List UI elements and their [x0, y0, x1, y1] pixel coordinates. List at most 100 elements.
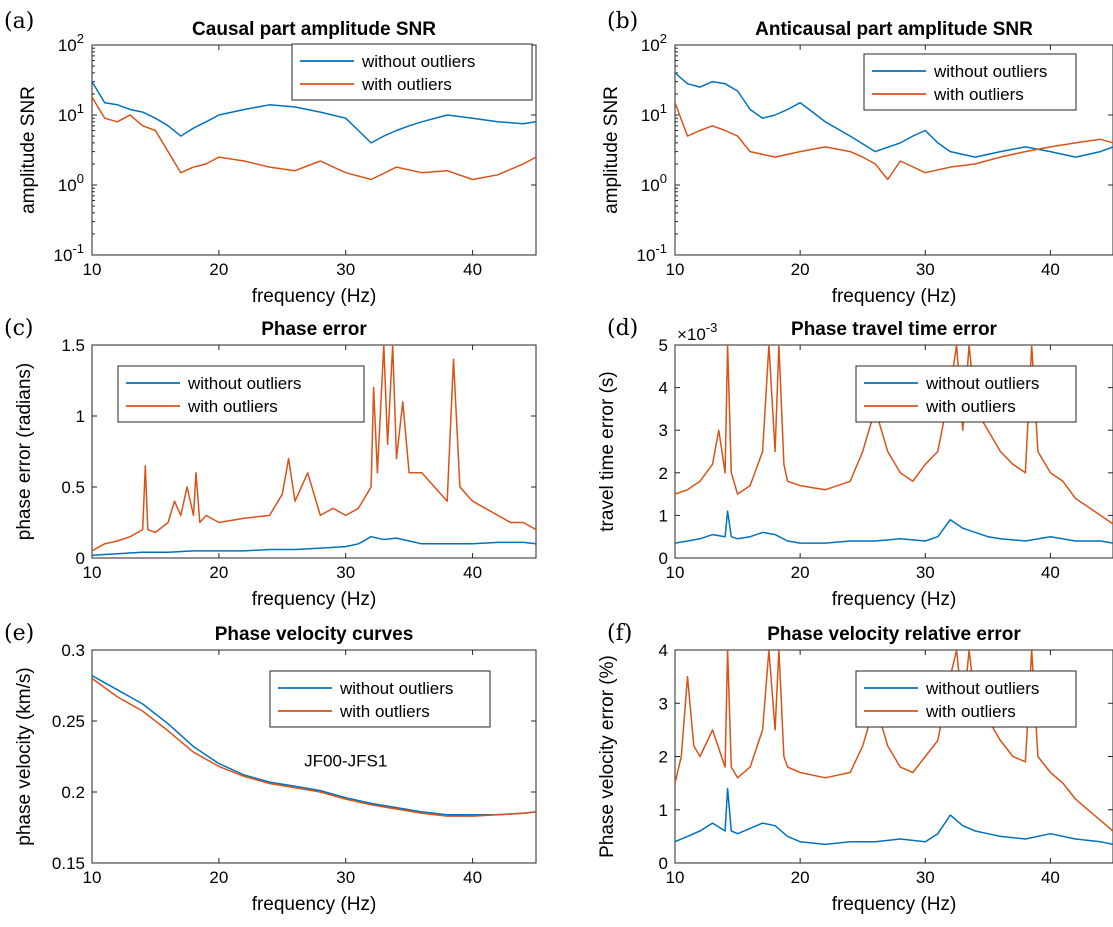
panel-label: (c)	[4, 316, 34, 341]
series-line-without-outliers	[92, 674, 536, 816]
y-tick-label: 100	[641, 171, 667, 195]
legend-box	[269, 670, 491, 728]
x-tick-label: 20	[791, 868, 810, 887]
y-axis-label: amplitude SNR	[18, 86, 39, 214]
annotation-text: JF00-JFS1	[304, 751, 387, 770]
legend-label: without outliers	[339, 679, 453, 698]
panel-d: 10 20 30 40 0 1 2 3 4 5 Phase travel time error fre…	[597, 316, 1113, 610]
legend-label: without outliers	[361, 52, 475, 71]
legend-label: without outliers	[925, 679, 1039, 698]
axis-multiplier: ×10-3	[677, 320, 717, 344]
x-tick-label: 20	[791, 563, 810, 582]
y-tick-label: 0	[659, 854, 668, 873]
x-tick-label: 30	[916, 260, 935, 279]
y-tick-label: 3	[659, 421, 668, 440]
x-tick-label: 30	[336, 868, 355, 887]
y-axis-label: amplitude SNR	[601, 86, 622, 214]
y-tick-label: 0.2	[61, 783, 85, 802]
series-line-with-outliers	[675, 345, 1113, 525]
series-line-with-outliers	[92, 96, 536, 181]
plot-area	[674, 44, 1113, 256]
chart-title: Phase error	[261, 319, 367, 340]
y-axis-label: phase error (radians)	[14, 363, 35, 540]
chart-title: Anticausal part amplitude SNR	[755, 19, 1033, 40]
plot-area	[91, 344, 537, 559]
y-tick-label: 2	[659, 748, 668, 767]
y-tick-label: 100	[58, 171, 84, 195]
chart-title: Causal part amplitude SNR	[192, 19, 436, 40]
legend: without outliers with outliers	[269, 670, 491, 728]
y-tick-label: 0.25	[52, 712, 85, 731]
x-axis-label: frequency (Hz)	[252, 894, 377, 915]
y-tick-label: 0.5	[61, 478, 85, 497]
legend-box	[291, 43, 533, 101]
y-tick-label: 4	[659, 379, 668, 398]
x-tick-label: 40	[463, 260, 482, 279]
legend-label: with outliers	[925, 397, 1016, 416]
y-tick-label: 2	[659, 464, 668, 483]
legend-box	[863, 53, 1077, 111]
legend: without outliers with outliers	[855, 670, 1077, 728]
series-line-without-outliers	[675, 510, 1113, 544]
legend: without outliers with outliers	[291, 43, 533, 101]
legend-label: without outliers	[187, 374, 301, 393]
panel-label: (f)	[607, 621, 632, 646]
chart-title: Phase velocity curves	[215, 624, 414, 645]
legend-label: with outliers	[187, 397, 278, 416]
series-line-with-outliers	[92, 345, 536, 552]
y-tick-label: 101	[58, 101, 84, 125]
series-line-without-outliers	[675, 787, 1113, 846]
series-line-without-outliers	[92, 535, 536, 556]
legend-box	[117, 365, 365, 423]
panel-label: (b)	[607, 9, 638, 34]
y-axis-label: Phase velocity error (%)	[597, 655, 618, 858]
x-tick-label: 10	[666, 563, 685, 582]
y-tick-label: 3	[659, 694, 668, 713]
y-axis-label: travel time error (s)	[597, 371, 618, 531]
x-tick-label: 30	[336, 260, 355, 279]
x-axis-label: frequency (Hz)	[832, 286, 957, 307]
series-line-without-outliers	[92, 81, 536, 144]
x-tick-label: 20	[791, 260, 810, 279]
y-axis-label: phase velocity (km/s)	[14, 667, 35, 845]
x-tick-label: 40	[463, 868, 482, 887]
legend: without outliers with outliers	[117, 365, 365, 423]
panel-label: (a)	[4, 9, 34, 34]
y-tick-label: 1.5	[61, 336, 85, 355]
y-tick-label: 10-1	[54, 241, 84, 265]
legend-label: with outliers	[361, 75, 452, 94]
panel-c: 10 20 30 40 0 0.5 1 1.5 Phase error frequency (Hz…	[4, 316, 537, 610]
panel-a: 10 20 30 40 10-1 100 101 102 Causal part amplitu…	[4, 9, 537, 307]
legend-label: with outliers	[933, 85, 1024, 104]
x-tick-label: 10	[666, 260, 685, 279]
legend: without outliers with outliers	[855, 365, 1077, 423]
legend-label: with outliers	[339, 702, 430, 721]
x-tick-label: 10	[83, 260, 102, 279]
y-tick-label: 1	[76, 407, 85, 426]
panel-label: (d)	[607, 316, 638, 341]
x-tick-label: 20	[209, 868, 228, 887]
x-axis-label: frequency (Hz)	[832, 589, 957, 610]
y-tick-label: 102	[641, 31, 667, 55]
plot-area	[91, 649, 537, 864]
y-tick-label: 1	[659, 801, 668, 820]
x-tick-label: 10	[666, 868, 685, 887]
x-axis-label: frequency (Hz)	[252, 589, 377, 610]
x-tick-label: 20	[209, 260, 228, 279]
y-tick-label: 5	[659, 336, 668, 355]
y-tick-label: 0.3	[61, 641, 85, 660]
legend-label: without outliers	[925, 374, 1039, 393]
x-tick-label: 10	[83, 868, 102, 887]
series-line-with-outliers	[675, 102, 1113, 181]
x-tick-label: 30	[916, 563, 935, 582]
chart-title: Phase travel time error	[791, 319, 998, 340]
y-tick-label: 0	[76, 549, 85, 568]
plot-area	[674, 344, 1113, 559]
x-tick-label: 30	[916, 868, 935, 887]
y-tick-label: 0	[659, 549, 668, 568]
legend-label: with outliers	[925, 702, 1016, 721]
panel-e: 10 20 30 40 0.15 0.2 0.25 0.3 Phase velocity cur…	[4, 621, 537, 915]
x-tick-label: 40	[1041, 563, 1060, 582]
series-line-with-outliers	[92, 677, 536, 817]
